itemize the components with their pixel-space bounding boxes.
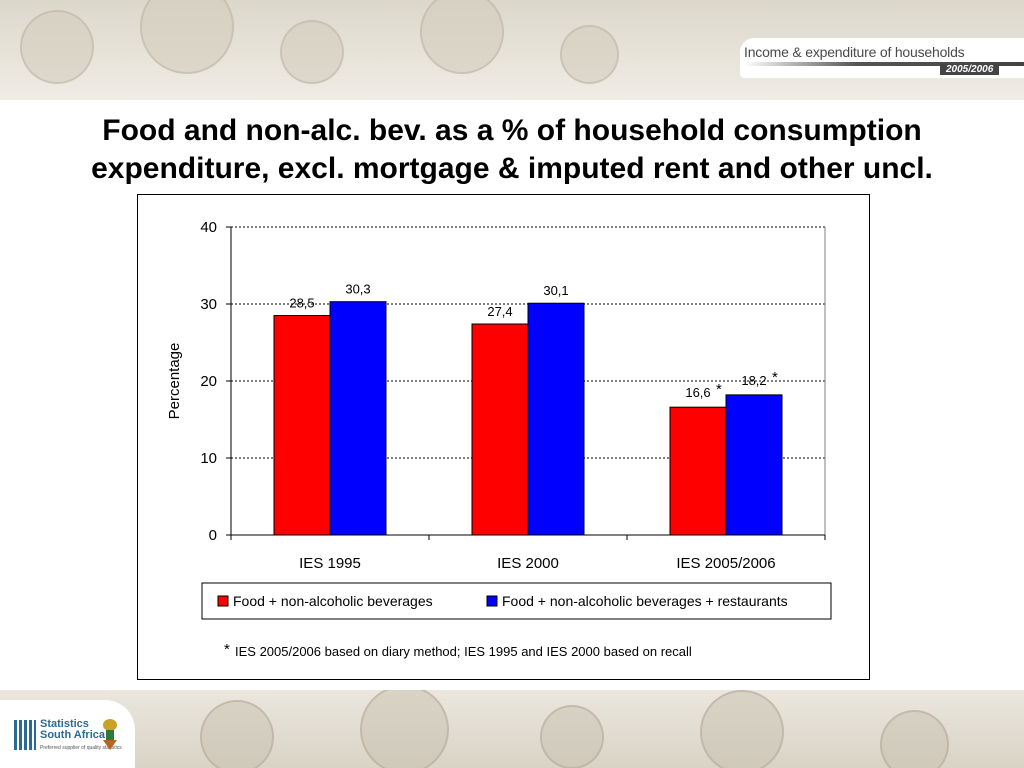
coin-decoration [20,10,94,84]
bar [329,301,387,536]
legend-label: Food + non-alcoholic beverages + restaur… [502,593,788,609]
legend-box [201,582,832,620]
y-tick-label: 0 [209,527,217,544]
statssa-logo-icon [14,720,36,750]
bar [725,394,783,536]
annotation-marker: * [772,369,778,386]
bar-chart: 0 10 20 30 40 Percentage IES 1995 28,5 30,3 IES 2… [166,219,832,659]
bar [471,323,529,536]
logo-name-line-2: South Africa [40,729,105,741]
data-label: 27,4 [487,304,512,319]
coin-decoration [280,20,344,84]
coin-decoration [700,690,784,768]
footnote-marker: * [224,641,230,658]
y-tick-label: 40 [200,219,217,236]
data-label: 16,6 [685,385,710,400]
legend-swatch [486,595,498,607]
y-tick-label: 30 [200,296,217,313]
coin-decoration [540,705,604,768]
coin-decoration [420,0,504,74]
logo-tagline: Preferred supplier of quality statistics [40,745,122,751]
chart-frame: 0 10 20 30 40 Percentage IES 1995 28,5 30,3 IES 2… [137,194,870,680]
legend-swatch [217,595,229,607]
coat-of-arms-icon [103,719,117,750]
bar [273,315,331,536]
data-label: 30,3 [345,282,370,297]
publication-title: Income & expenditure of households [744,44,965,60]
footer-background [0,690,1024,768]
data-label: 18,2 [741,373,766,388]
coin-decoration [560,25,619,84]
footnote-text: IES 2005/2006 based on diary method; IES… [235,644,692,659]
x-tick-label: IES 2000 [497,555,559,572]
publication-period: 2005/2006 [940,64,1000,75]
y-tick-label: 20 [200,373,217,390]
slide-title-line-2: expenditure, excl. mortgage & imputed re… [91,152,933,185]
data-label: 30,1 [543,283,568,298]
header-rule [744,62,1024,66]
annotation-marker: * [716,381,722,398]
y-tick-label: 10 [200,450,217,467]
logo-name-line-1: Statistics [40,718,89,730]
data-label: 28,5 [289,296,314,311]
coin-decoration [880,710,949,768]
y-axis-label: Percentage [166,343,183,420]
bar [527,302,585,536]
coin-decoration [360,690,449,768]
slide-title: Food and non-alc. bev. as a % of househo… [0,112,1024,188]
legend-label: Food + non-alcoholic beverages [233,593,433,609]
logo-name: Statistics South Africa [40,719,105,741]
slide-title-line-1: Food and non-alc. bev. as a % of househo… [102,114,922,147]
bar [669,406,727,536]
x-tick-label: IES 1995 [299,555,361,572]
coin-decoration [140,0,234,74]
coin-decoration [200,700,274,768]
x-tick-label: IES 2005/2006 [676,555,775,572]
